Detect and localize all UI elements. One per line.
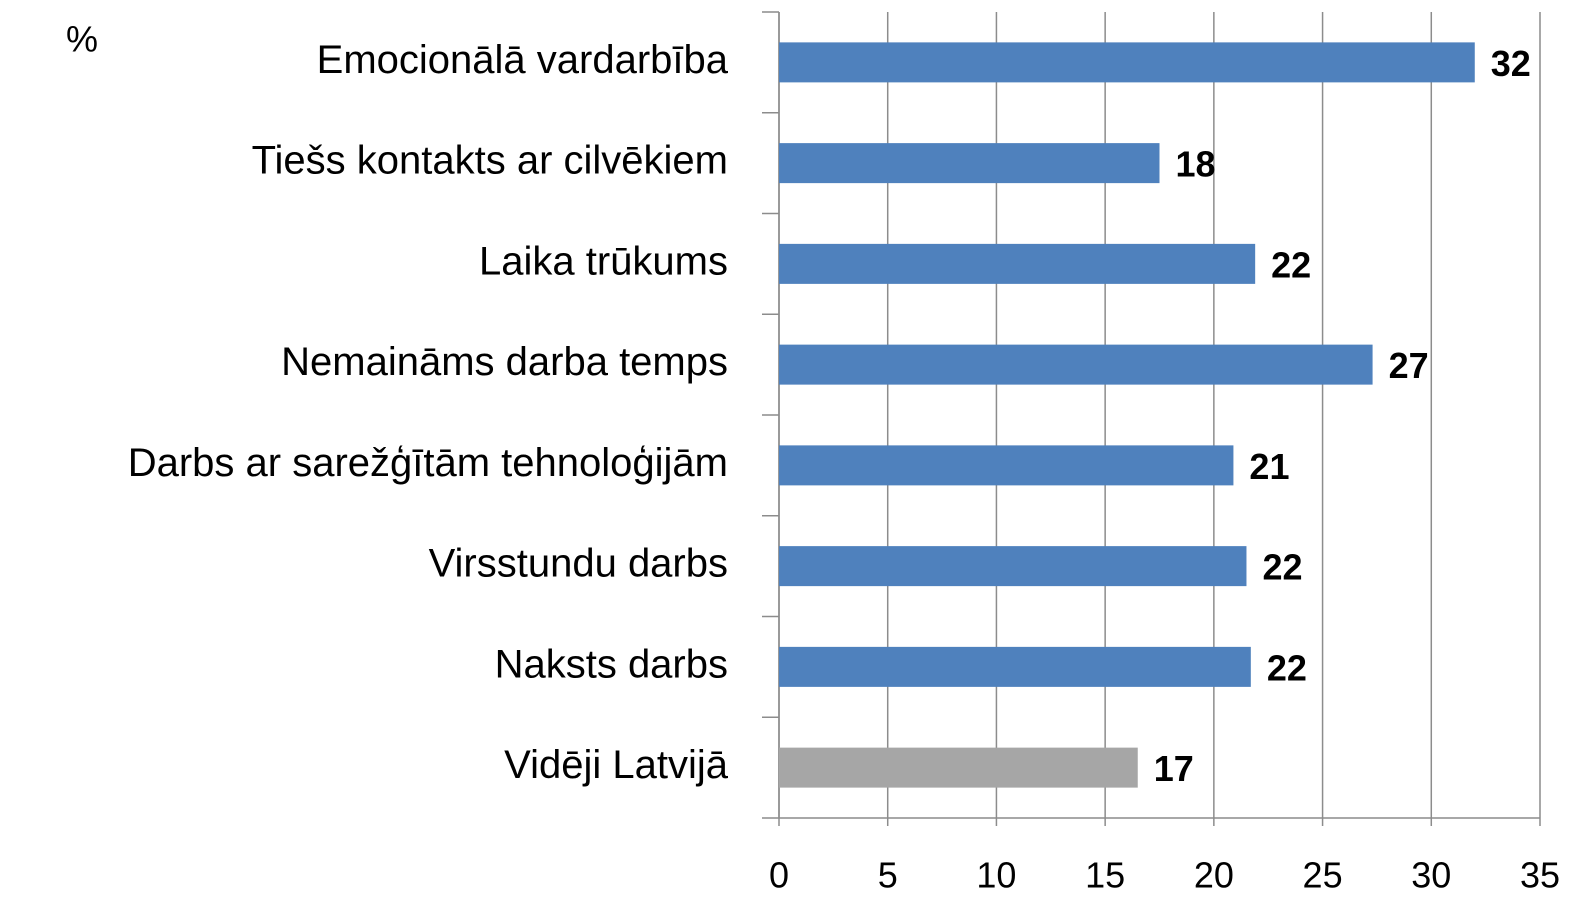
category-label: Tiešs kontakts ar cilvēkiem — [252, 139, 728, 183]
x-tick-label: 20 — [1194, 855, 1234, 896]
value-label: 18 — [1176, 144, 1216, 185]
value-label: 27 — [1389, 345, 1429, 386]
value-label: 22 — [1267, 647, 1307, 688]
bar — [779, 546, 1247, 587]
x-tick-label: 15 — [1085, 855, 1125, 896]
x-tick-label: 30 — [1411, 855, 1451, 896]
x-tick-label: 25 — [1303, 855, 1343, 896]
unit-label: % — [66, 19, 98, 60]
value-label: 32 — [1491, 43, 1531, 84]
category-label: Darbs ar sarežģītām tehnoloģijām — [128, 441, 728, 485]
bar — [779, 747, 1138, 788]
category-label: Nemaināms darba temps — [281, 340, 728, 384]
x-tick-label: 0 — [769, 855, 789, 896]
value-label: 17 — [1154, 748, 1194, 789]
bar — [779, 42, 1475, 83]
bar — [779, 445, 1234, 486]
bar — [779, 143, 1160, 184]
bar — [779, 646, 1251, 687]
category-label: Vidēji Latvijā — [504, 743, 729, 787]
value-label: 22 — [1271, 244, 1311, 285]
bar — [779, 344, 1373, 385]
value-label: 21 — [1249, 446, 1289, 487]
bar — [779, 243, 1256, 284]
category-label: Emocionālā vardarbība — [317, 38, 729, 82]
x-tick-label: 10 — [976, 855, 1016, 896]
x-tick-label: 5 — [878, 855, 898, 896]
x-tick-label: 35 — [1520, 855, 1560, 896]
category-label: Virsstundu darbs — [429, 542, 728, 586]
category-label: Laika trūkums — [479, 239, 728, 283]
value-label: 22 — [1262, 547, 1302, 588]
category-label: Naksts darbs — [495, 642, 728, 686]
